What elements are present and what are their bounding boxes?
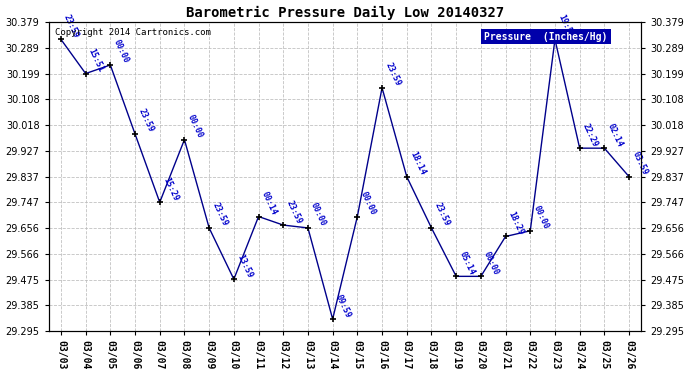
Text: 00:00: 00:00	[309, 201, 328, 228]
Text: 00:00: 00:00	[531, 204, 550, 231]
Text: 00:00: 00:00	[482, 250, 501, 276]
Text: 22:29: 22:29	[581, 122, 600, 148]
Text: 18:14: 18:14	[408, 150, 426, 177]
Text: 09:59: 09:59	[334, 292, 353, 319]
Text: 18:29: 18:29	[506, 210, 526, 237]
Text: 23:59: 23:59	[433, 201, 451, 228]
Title: Barometric Pressure Daily Low 20140327: Barometric Pressure Daily Low 20140327	[186, 6, 504, 20]
Text: 15:51: 15:51	[87, 47, 106, 74]
Text: 19:51: 19:51	[556, 13, 575, 39]
Text: 00:00: 00:00	[359, 190, 377, 216]
Text: 02:14: 02:14	[606, 122, 624, 148]
Text: 15:29: 15:29	[161, 176, 179, 202]
Text: Pressure  (Inches/Hg): Pressure (Inches/Hg)	[484, 32, 608, 42]
Text: Copyright 2014 Cartronics.com: Copyright 2014 Cartronics.com	[55, 28, 210, 38]
Text: 05:14: 05:14	[457, 250, 476, 276]
Text: 00:00: 00:00	[112, 39, 130, 65]
Text: 00:14: 00:14	[259, 190, 279, 216]
Text: 23:59: 23:59	[284, 199, 303, 225]
Text: 23:59: 23:59	[62, 13, 81, 39]
Text: 13:59: 13:59	[235, 253, 254, 279]
Text: 23:59: 23:59	[210, 201, 229, 228]
Text: 00:00: 00:00	[186, 113, 204, 140]
Text: 03:59: 03:59	[630, 150, 649, 177]
Text: 23:59: 23:59	[136, 108, 155, 134]
Text: 23:59: 23:59	[383, 62, 402, 88]
